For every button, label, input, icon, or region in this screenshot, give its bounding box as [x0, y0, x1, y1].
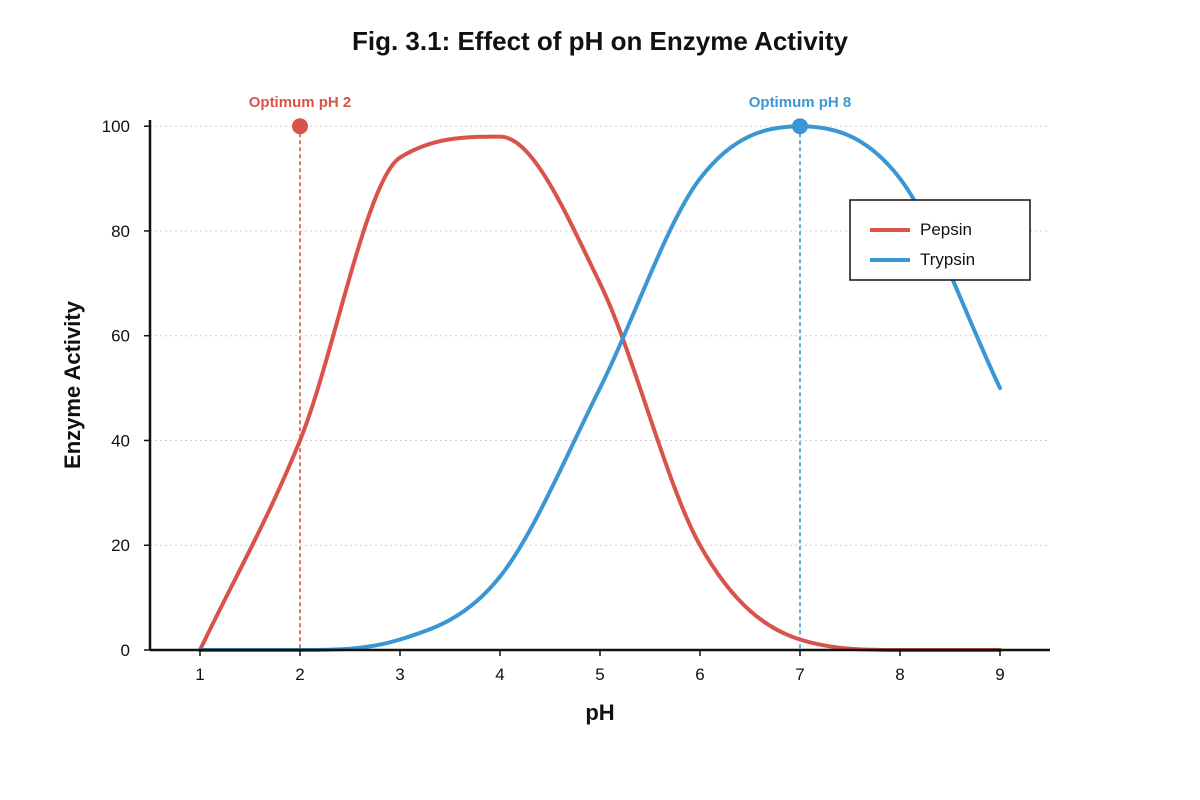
legend: Pepsin Trypsin: [849, 199, 1031, 281]
optimum-label-0: Optimum pH 2: [249, 94, 352, 111]
x-tick-label-1: 1: [195, 665, 204, 684]
legend-label-pepsin: Pepsin: [920, 220, 972, 239]
x-axis-title: pH: [585, 700, 614, 725]
optimum-reference-lines: [299, 126, 801, 650]
optimum-label-1: Optimum pH 8: [749, 94, 852, 111]
grid-lines: [150, 125, 1050, 546]
y-tick-label-100: 100: [102, 117, 130, 136]
y-tick-label-80: 80: [111, 222, 130, 241]
x-tick-label-9: 9: [995, 665, 1004, 684]
series-line-pepsin: [198, 134, 1002, 653]
legend-box: [849, 199, 1031, 281]
y-tick-label-40: 40: [111, 431, 130, 450]
x-tick-label-3: 3: [395, 665, 404, 684]
y-axis-title: Enzyme Activity: [60, 300, 85, 469]
series-lines: [198, 124, 1002, 653]
x-tick-label-8: 8: [895, 665, 904, 684]
chart-title: Fig. 3.1: Effect of pH on Enzyme Activit…: [352, 26, 849, 56]
legend-label-trypsin: Trypsin: [920, 250, 975, 269]
optimum-marker-1: [792, 118, 808, 135]
y-tick-label-60: 60: [111, 327, 130, 346]
x-tick-label-2: 2: [295, 665, 304, 684]
optimum-markers: Optimum pH 2 Optimum pH 8: [249, 94, 852, 135]
axes: [144, 120, 1050, 656]
y-tick-label-20: 20: [111, 536, 130, 555]
x-tick-label-6: 6: [695, 665, 704, 684]
series-line-trypsin: [198, 124, 1002, 653]
optimum-marker-0: [292, 118, 308, 135]
x-tick-label-7: 7: [795, 665, 804, 684]
x-tick-label-5: 5: [595, 665, 604, 684]
tick-labels: 1 2 3 4 5 6 7 8 9 0 20 40 60 80 100: [102, 117, 1005, 684]
y-tick-label-0: 0: [121, 641, 130, 660]
x-tick-label-4: 4: [495, 665, 504, 684]
